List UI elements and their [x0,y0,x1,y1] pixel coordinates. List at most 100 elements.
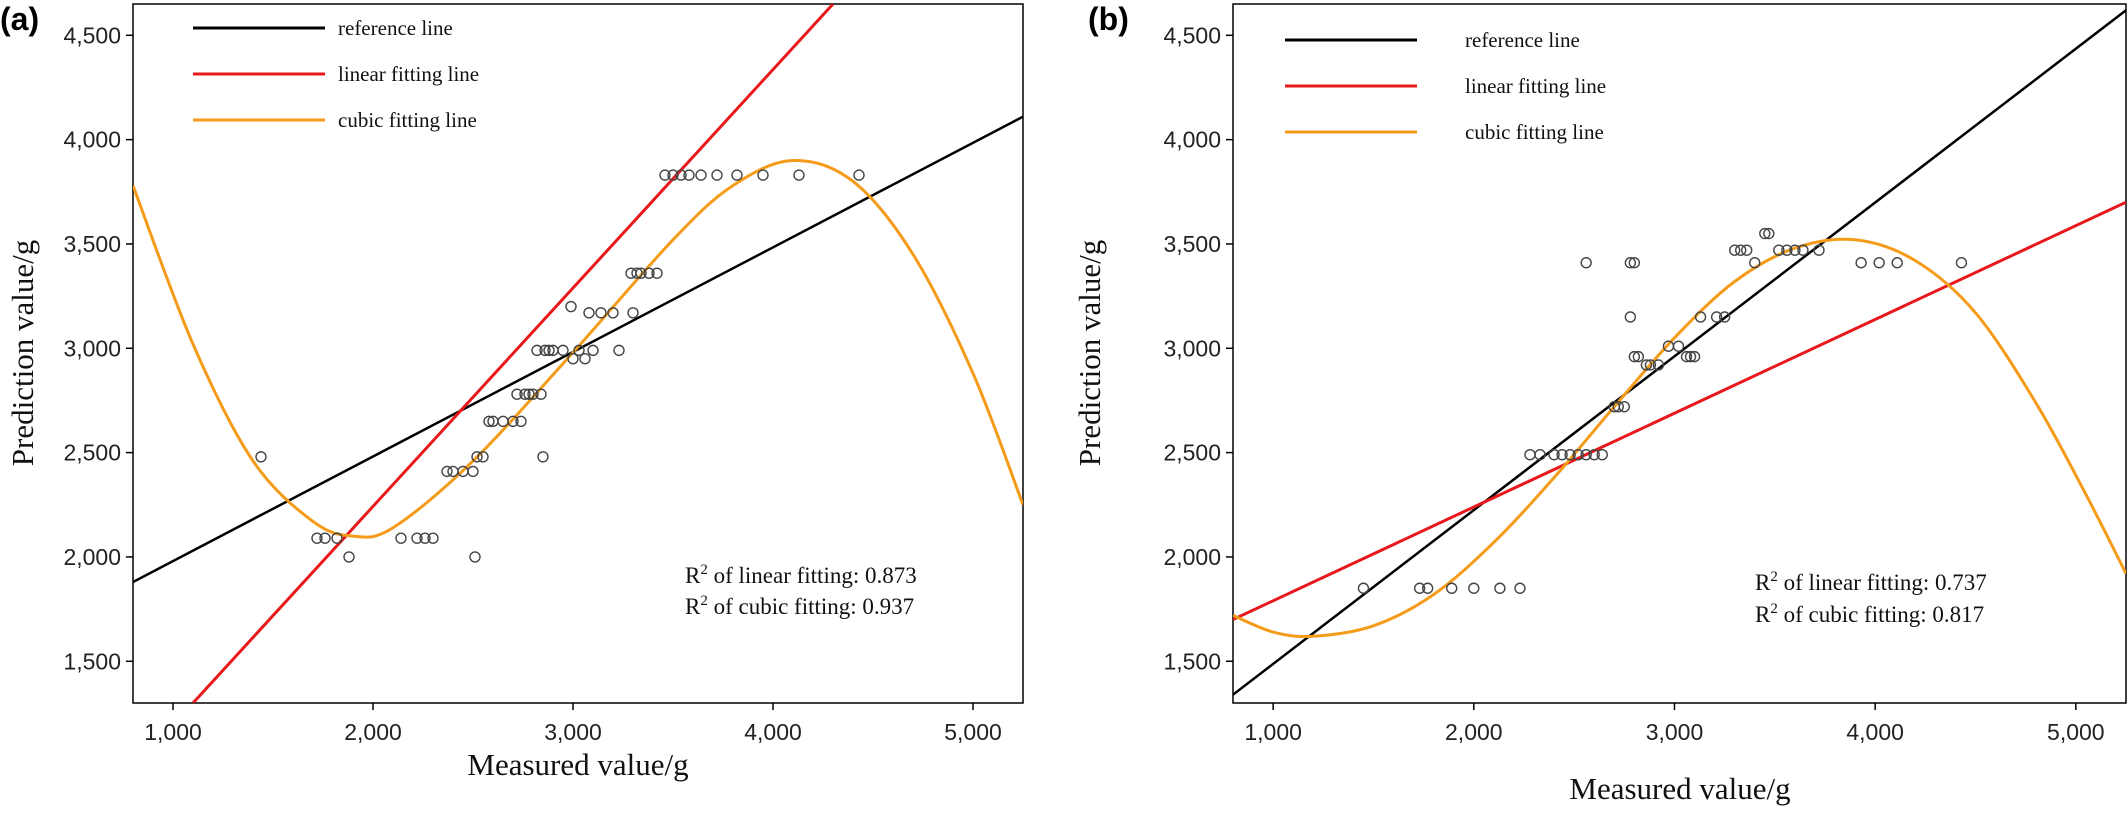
data-point [441,465,453,478]
x-axis-label-b: Measured value/g [1569,771,1790,806]
data-point [539,344,551,357]
panel-label-a: (a) [0,1,39,37]
r2-cubic-value-a: of cubic fitting: 0.937 [708,594,914,619]
r2-superscript: 2 [1770,569,1778,585]
linear-fitting-line [1233,200,2126,621]
data-point [255,451,267,463]
x-tick-label: 3,000 [544,719,602,745]
r2-superscript: 2 [1770,601,1778,617]
y-tick-label: 4,000 [1163,127,1221,153]
r2-superscript: 2 [700,562,708,578]
data-point [1789,244,1801,256]
data-point [1534,448,1546,461]
data-point [427,532,439,544]
annotations-a: R2 of linear fitting: 0.873 R2 of cubic … [685,562,917,619]
data-point [793,169,805,181]
data-point [757,169,769,181]
data-point [1710,311,1723,323]
legend-label: cubic fitting line [338,108,477,132]
data-point [1494,582,1506,594]
y-tick-label: 3,500 [63,231,121,257]
y-tick-label: 4,000 [63,127,121,153]
y-tick-label: 3,500 [1163,231,1221,257]
data-point [1640,359,1653,371]
data-point [1628,257,1641,269]
data-point [1749,257,1761,269]
data-point [483,415,495,428]
data-point [1694,311,1707,323]
y-tick-label: 2,000 [63,544,121,570]
data-point [557,344,569,357]
data-point [1891,257,1903,269]
data-point [511,388,523,400]
annotations-b: R2 of linear fitting: 0.737 R2 of cubic … [1755,569,1987,627]
data-point [731,169,743,181]
x-axis-label-a: Measured value/g [467,747,688,782]
data-point [1612,401,1624,413]
data-point [1735,244,1747,256]
data-point [471,451,483,463]
data-point [613,344,625,357]
fit-lines-a [133,4,1023,703]
r2-linear-value-a: of linear fitting: 0.873 [708,563,917,588]
y-tick-label: 1,500 [63,648,121,674]
data-point [1763,227,1775,240]
y-tick-label: 2,500 [1163,440,1221,466]
data-point [411,532,423,544]
axis-ticks-b: 1,000 2,000 3,000 4,000 5,000 1,500 2,000 2,500… [1163,22,2104,745]
legend-label: linear fitting line [1465,74,1606,98]
data-point [1357,582,1370,594]
data-point [1468,582,1480,594]
data-point [1644,359,1657,371]
data-point [1446,582,1458,594]
x-tick-label: 2,000 [344,719,402,745]
data-point [635,267,647,279]
y-tick-label: 2,500 [63,440,121,466]
legend-b: reference line linear fitting line cubic f… [1285,28,1606,144]
reference-line [133,115,1023,584]
x-tick-label: 1,000 [144,719,202,745]
r2-linear-annotation-a: R2 of linear fitting: 0.873 [685,562,917,588]
panel-label-b: (b) [1088,1,1129,37]
data-point [477,451,489,463]
data-point [1628,350,1641,363]
fit-lines-b [1233,9,2126,696]
data-point [1680,350,1693,363]
y-axis-label-b: Prediction value/g [1072,240,1107,466]
data-point [1684,350,1697,363]
r2-superscript: 2 [700,593,708,609]
data-point [419,532,431,544]
data-point [1514,582,1526,594]
data-point [683,169,695,181]
data-point [537,451,549,463]
data-point [659,169,671,181]
y-tick-label: 4,500 [1163,22,1221,48]
data-point [695,169,707,181]
data-point [1652,359,1665,371]
data-point [643,267,655,279]
data-point [543,344,555,357]
data-point [1624,311,1637,323]
data-point [1781,244,1793,256]
data-point [607,307,619,319]
legend-a: reference line linear fitting line cubic f… [193,16,479,132]
r2-symbol: R [1755,602,1771,627]
data-point [1596,448,1608,461]
x-tick-label: 5,000 [944,719,1002,745]
r2-cubic-value-b: of cubic fitting: 0.817 [1778,602,1984,627]
x-tick-label: 2,000 [1445,719,1503,745]
data-point [1688,350,1701,363]
data-point [711,169,723,181]
data-point [331,532,343,544]
data-point [565,300,577,313]
data-point [515,415,527,428]
data-point [1624,257,1637,269]
x-tick-label: 5,000 [2047,719,2105,745]
reference-line [1233,9,2126,696]
data-point [1813,244,1825,256]
data-point [523,388,535,400]
data-point [1580,448,1592,461]
r2-symbol: R [685,594,701,619]
x-tick-label: 4,000 [1846,719,1904,745]
